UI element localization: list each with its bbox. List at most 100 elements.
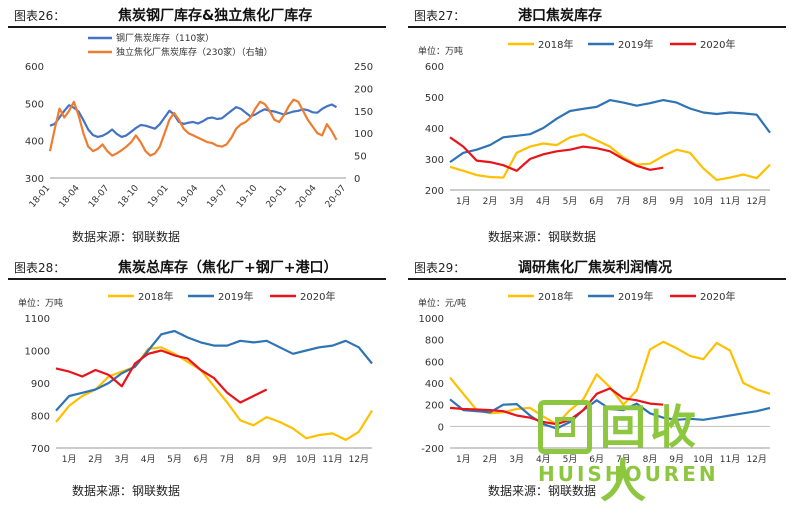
- y-right-tick-label: 0: [354, 174, 360, 185]
- unit-label: 单位：万吨: [18, 297, 63, 309]
- series-line-2: [449, 136, 664, 172]
- chart-total-stock: 单位：万吨 700 800 900 1000 1100 1月 2月 3月 4月 5月 6月 7月 8月 9月…: [18, 290, 373, 465]
- x-tick-label: 1月: [456, 196, 471, 207]
- figure-title: 港口焦炭库存: [518, 8, 602, 24]
- source-note: 数据来源：钢联数据: [488, 230, 597, 244]
- y-tick-label: -200: [421, 444, 444, 455]
- panel-header: [8, 256, 386, 280]
- x-tick-label: 4月: [141, 454, 156, 465]
- series-line-0: [49, 103, 338, 139]
- y-right-tick-label: 150: [354, 107, 373, 118]
- x-tick-label: 18-04: [57, 183, 82, 210]
- x-tick-label: 5月: [563, 196, 578, 207]
- unit-label: 单位：元/吨: [418, 297, 466, 309]
- legend-label: 2020年: [300, 290, 335, 303]
- chart-panel-stock: 图表26： 焦炭钢厂库存&独立焦化厂库存 300 400 500 600 0 50 100 1…: [8, 4, 386, 250]
- series-line-1: [55, 329, 373, 412]
- unit-label: 单位：万吨: [418, 45, 463, 57]
- watermark-en: HUISHOUREN: [538, 462, 719, 486]
- x-tick-label: 12月: [746, 454, 766, 465]
- series-line-1: [449, 398, 771, 430]
- y-tick-label: 200: [425, 401, 444, 412]
- x-tick-label: 10月: [693, 454, 713, 465]
- y-tick-label: 400: [425, 379, 444, 390]
- figure-title: 焦炭总库存（焦化厂+钢厂+港口）: [118, 260, 338, 276]
- x-tick-label: 6月: [193, 454, 208, 465]
- x-tick-label: 10月: [693, 196, 713, 207]
- legend-label: 2018年: [138, 290, 173, 303]
- x-tick-label: 2月: [88, 454, 103, 465]
- x-tick-label: 8月: [246, 454, 261, 465]
- figure-number: 图表27：: [414, 9, 466, 23]
- y-tick-label: 500: [25, 99, 44, 110]
- y-tick-label: 800: [425, 336, 444, 347]
- x-tick-label: 9月: [669, 196, 684, 207]
- x-tick-label: 7月: [616, 196, 631, 207]
- y-tick-label: 400: [425, 124, 444, 135]
- x-tick-label: 6月: [589, 196, 604, 207]
- source-note: 数据来源：钢联数据: [488, 484, 597, 498]
- y-right-tick-label: 250: [354, 62, 373, 73]
- y-tick-label: 400: [25, 137, 44, 148]
- legend-label: 2019年: [218, 290, 253, 303]
- chart-coking-profit: 单位：元/吨 -200 0 200 400 600 800 1000 1月 2月 3月 4月 5月 6月 7…: [418, 290, 771, 465]
- chart-panel-total: 图表28： 焦炭总库存（焦化厂+钢厂+港口） 单位：万吨 700 800 900 100…: [8, 256, 386, 500]
- x-tick-label: 20-01: [265, 184, 289, 210]
- y-tick-label: 1000: [419, 314, 444, 325]
- x-tick-label: 5月: [167, 454, 182, 465]
- x-tick-label: 7月: [220, 454, 235, 465]
- x-tick-label: 1月: [62, 454, 77, 465]
- source-note: 数据来源：钢联数据: [72, 230, 181, 244]
- series-line-1: [48, 98, 338, 157]
- series-line-0: [55, 346, 373, 441]
- y-tick-label: 600: [425, 62, 444, 73]
- series-line-0: [449, 133, 771, 182]
- x-tick-label: 11月: [720, 454, 740, 465]
- series-line-2: [55, 349, 268, 404]
- y-tick-label: 300: [25, 174, 44, 185]
- x-tick-label: 18-01: [28, 184, 52, 210]
- x-tick-label: 2月: [483, 196, 498, 207]
- x-tick-label: 2月: [483, 454, 498, 465]
- y-tick-label: 800: [31, 412, 50, 423]
- x-tick-label: 12月: [349, 454, 369, 465]
- figure-number: 图表29：: [414, 261, 466, 275]
- watermark-cn: 回收人: [600, 400, 700, 508]
- y-tick-label: 900: [31, 379, 50, 390]
- x-tick-label: 19-04: [176, 183, 201, 210]
- x-tick-label: 11月: [322, 454, 342, 465]
- x-tick-label: 19-07: [205, 184, 229, 210]
- y-tick-label: 500: [425, 93, 444, 104]
- legend-label: 钢厂焦炭库存（110家）: [116, 32, 214, 44]
- panel-header: [8, 4, 386, 28]
- x-tick-label: 20-07: [324, 184, 348, 210]
- figure-number: 图表26：: [14, 9, 66, 23]
- chart-panel-profit: 图表29： 调研焦化厂焦炭利润情况 单位：元/吨 -200 0 200 400 600 80…: [408, 256, 786, 500]
- legend-label: 2018年: [538, 290, 573, 303]
- y-right-tick-label: 50: [354, 152, 367, 163]
- legend-label: 2018年: [538, 38, 573, 51]
- legend-label: 2020年: [700, 38, 735, 51]
- logo-mark: [538, 400, 592, 454]
- y-right-tick-label: 100: [354, 129, 373, 140]
- legend-label: 独立焦化厂焦炭库存（230家）（右轴）: [116, 46, 273, 58]
- y-tick-label: 200: [425, 186, 444, 197]
- x-tick-label: 3月: [114, 454, 129, 465]
- figure-title: 焦炭钢厂库存&独立焦化厂库存: [118, 8, 313, 24]
- x-tick-label: 3月: [509, 454, 524, 465]
- figure-number: 图表28：: [14, 261, 66, 275]
- y-tick-label: 600: [425, 357, 444, 368]
- x-tick-label: 5月: [563, 454, 578, 465]
- x-tick-label: 9月: [669, 454, 684, 465]
- x-tick-label: 3月: [509, 196, 524, 207]
- x-tick-label: 4月: [536, 454, 551, 465]
- x-tick-label: 20-04: [294, 183, 319, 210]
- watermark-logo: 回收人 HUISHOUREN: [538, 400, 719, 508]
- legend-label: 2019年: [618, 38, 653, 51]
- x-tick-label: 18-10: [117, 183, 142, 210]
- y-tick-label: 1100: [25, 314, 50, 325]
- panel-header: [408, 256, 786, 280]
- x-tick-label: 11月: [720, 196, 740, 207]
- y-tick-label: 300: [425, 155, 444, 166]
- y-tick-label: 0: [438, 422, 444, 433]
